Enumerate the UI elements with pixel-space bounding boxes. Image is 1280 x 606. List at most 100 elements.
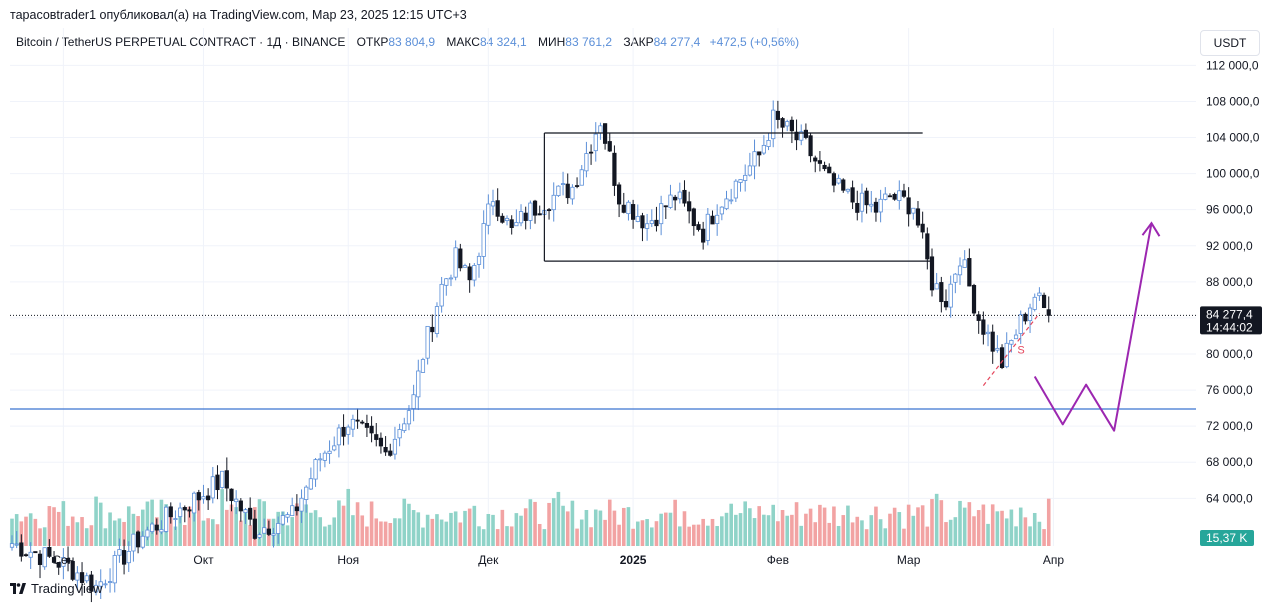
time-tick-label: Апр [1043, 553, 1065, 567]
candle-body [98, 581, 103, 587]
candle-body [308, 478, 313, 490]
candle-body [883, 193, 888, 200]
volume-bar [617, 524, 621, 546]
candle-body [967, 258, 972, 287]
candle-body [546, 209, 552, 212]
symbol-title[interactable]: Bitcoin / TetherUS PERPETUAL CONTRACT · … [16, 35, 346, 49]
candle-body [995, 347, 1000, 351]
volume-bar [486, 514, 491, 546]
candle-body [953, 273, 958, 283]
candle-body [971, 284, 977, 314]
volume-bar [645, 519, 649, 546]
candle-body [369, 425, 374, 434]
volume-bar [682, 511, 687, 546]
volume-bar [52, 507, 56, 546]
candle-body [276, 523, 281, 534]
volume-bar [1046, 498, 1051, 546]
price-tick-label: 112 000,0 [1206, 58, 1259, 72]
volume-bar [556, 491, 561, 546]
volume-bar [953, 517, 958, 546]
candle-body [37, 553, 43, 565]
candle-body [673, 196, 678, 201]
volume-bar [729, 503, 733, 546]
candle-body [168, 506, 173, 518]
volume-bar [355, 502, 360, 546]
candle-body [635, 216, 640, 222]
candle-body [350, 418, 356, 430]
candle-body [999, 347, 1005, 368]
candle-body [617, 184, 622, 205]
candle-body [178, 507, 183, 517]
volume-bar [411, 510, 416, 546]
footer-brand[interactable]: TradingView [10, 581, 103, 596]
volume-bar [421, 527, 425, 546]
candle-body [453, 247, 458, 278]
currency-button[interactable]: USDT [1200, 30, 1260, 56]
candle-body [425, 325, 430, 359]
volume-bar [687, 526, 691, 546]
candle-body [752, 151, 757, 167]
volume-bar [225, 509, 229, 546]
candle-body [878, 198, 883, 213]
volume-bar [668, 512, 673, 546]
volume-bar [332, 517, 337, 546]
candle-body [836, 177, 841, 184]
candle-body [215, 474, 220, 491]
price-tick-label: 96 000,0 [1206, 203, 1253, 217]
volume-bar [407, 503, 411, 546]
candle-body [579, 169, 584, 186]
candle-body [192, 492, 197, 514]
candle-body [341, 426, 346, 437]
candle-body [733, 180, 738, 199]
time-axis: Сен Окт Ноя Дек 2025 Фев Мар Апр [52, 553, 1064, 567]
candle-body [780, 118, 785, 128]
candle-body [570, 186, 575, 200]
candle-body [794, 131, 799, 141]
volume-bar [327, 524, 332, 546]
candle-body [322, 452, 327, 461]
candle-body [593, 133, 598, 152]
volume-bar [794, 502, 799, 546]
volume-bar [449, 512, 453, 546]
volume-bar [878, 519, 883, 546]
volume-bar [664, 512, 668, 546]
volume-bar [243, 510, 248, 546]
volume-bar [832, 506, 836, 546]
volume-bar [126, 506, 131, 546]
time-tick-label: Фев [767, 553, 789, 567]
volume-bar [206, 518, 210, 546]
volume-bar [972, 516, 976, 546]
volume-bar [1009, 509, 1014, 546]
volume-bar [430, 518, 435, 546]
volume-bar [738, 513, 743, 546]
candle-body [383, 447, 388, 453]
volume-bar [678, 526, 682, 546]
candle-body [79, 572, 85, 583]
volume-bar [575, 528, 579, 546]
candle-body [906, 197, 911, 215]
candle-body [280, 515, 285, 525]
candle-body [145, 529, 150, 538]
candle-body [565, 183, 570, 199]
volume-bar [528, 499, 533, 546]
volume-bar [864, 529, 869, 546]
volume-bar [785, 515, 790, 546]
volume-bar [197, 499, 201, 546]
volume-badge [1200, 530, 1254, 546]
projection-arrow [1033, 223, 1153, 432]
volume-bar [309, 512, 313, 546]
volume-bar [537, 523, 542, 546]
candle-body [70, 560, 75, 580]
volume-bar [925, 526, 930, 546]
volume-bar [533, 501, 537, 546]
volume-bar [598, 510, 603, 546]
volume-bar [117, 518, 122, 546]
volume-bar [981, 504, 986, 546]
volume-bar [869, 515, 874, 546]
candle-body [766, 140, 771, 147]
candle-body [56, 562, 61, 568]
candle-body [462, 265, 468, 268]
volume-bar [514, 513, 519, 546]
candle-body [65, 557, 71, 563]
